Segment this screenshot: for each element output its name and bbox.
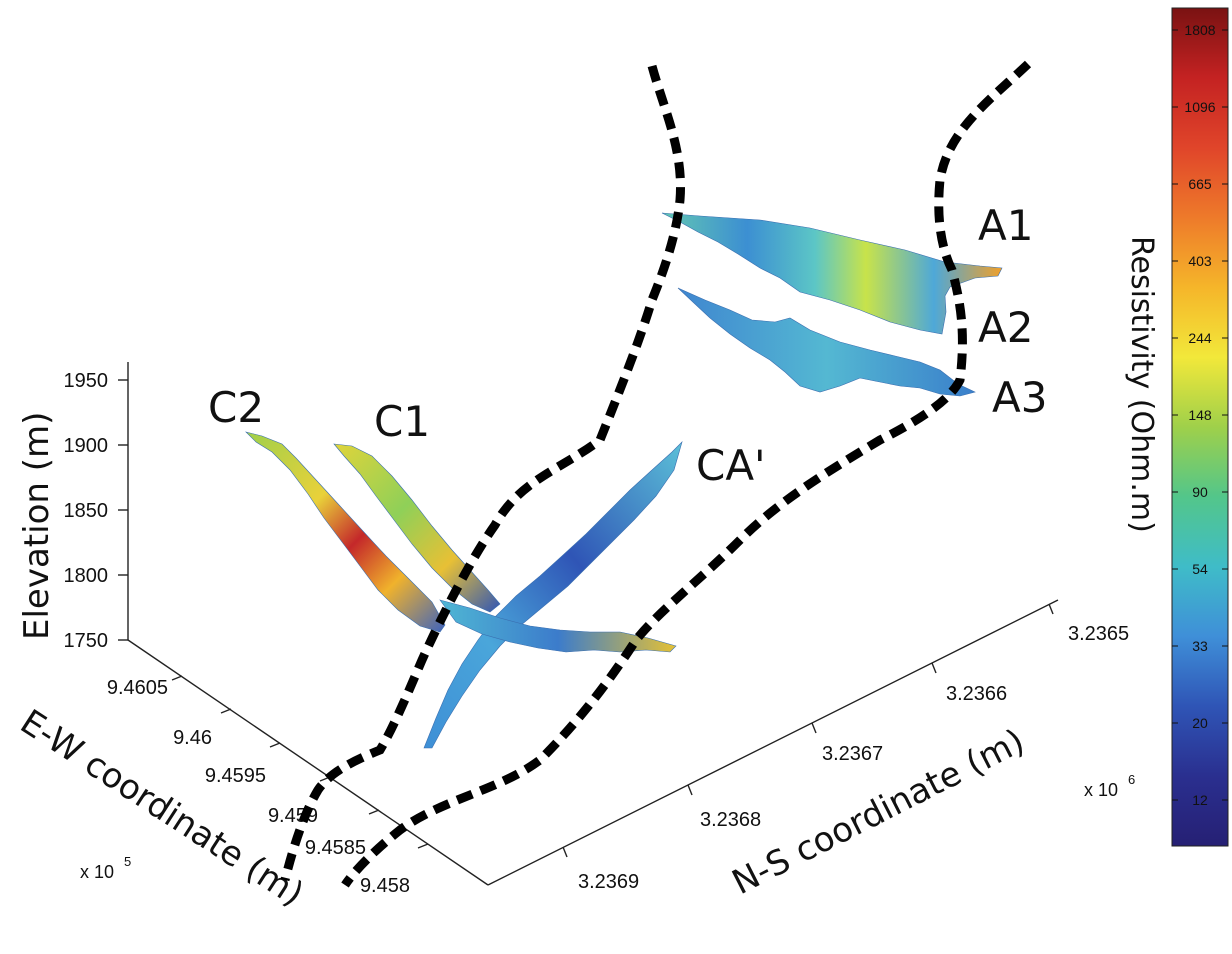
z-tick-label: 1800 — [64, 565, 109, 587]
y-exponent-power: 6 — [1128, 772, 1135, 787]
section-c2 — [245, 431, 446, 633]
section-a1 — [661, 212, 1003, 335]
section-c1 — [333, 443, 501, 613]
colorbar-ticks: 1808 1096 665 403 244 148 90 54 33 20 12 — [1172, 22, 1228, 808]
y-tick-label: 3.2368 — [700, 809, 761, 831]
x-tick-label: 9.46 — [173, 727, 212, 749]
y-axis-line — [487, 599, 1059, 886]
x-tick-mark — [269, 742, 281, 748]
label-a1: A1 — [978, 201, 1033, 250]
colorbar-tick-label: 1096 — [1184, 99, 1215, 115]
y-tick-mark — [687, 784, 693, 796]
x-exponent-power: 5 — [124, 854, 131, 869]
trail-west — [280, 64, 686, 882]
y-tick-mark — [562, 846, 568, 858]
section-ca — [423, 440, 683, 749]
x-tick-mark — [417, 843, 429, 849]
colorbar-tick-label: 33 — [1192, 638, 1208, 654]
y-exponent: x 10 6 — [1084, 772, 1135, 800]
z-axis-label: Elevation (m) — [17, 412, 57, 640]
x-tick-mark — [171, 675, 183, 681]
y-tick-label: 3.2367 — [822, 743, 883, 765]
colorbar-tick-label: 54 — [1192, 561, 1208, 577]
colorbar-tick-label: 90 — [1192, 484, 1208, 500]
trails — [280, 60, 1032, 888]
y-tick-label: 3.2365 — [1068, 623, 1129, 645]
z-tick-label: 1950 — [64, 370, 109, 392]
trail-east — [341, 60, 1032, 888]
x-tick-label: 9.458 — [360, 875, 410, 897]
colorbar-tick-label: 244 — [1188, 330, 1212, 346]
x-tick-mark — [368, 809, 380, 815]
colorbar-tick-label: 20 — [1192, 715, 1208, 731]
x-exponent-base: x 10 — [80, 862, 114, 882]
colorbar-tick-label: 148 — [1188, 407, 1212, 423]
section-ca-lower — [439, 599, 677, 653]
colorbar-tick-label: 665 — [1188, 176, 1212, 192]
colorbar: 1808 1096 665 403 244 148 90 54 33 20 12 Resistivi… — [1124, 7, 1229, 847]
x-tick-mark — [220, 708, 232, 714]
label-ca: CA' — [696, 441, 766, 490]
z-tick-label: 1900 — [64, 435, 109, 457]
label-c2: C2 — [208, 383, 264, 432]
colorbar-bar — [1171, 7, 1229, 847]
sections — [245, 212, 1003, 749]
z-tick-label: 1850 — [64, 500, 109, 522]
colorbar-tick-label: 1808 — [1184, 22, 1215, 38]
z-tick-label: 1750 — [64, 630, 109, 652]
y-tick-mark — [931, 662, 937, 674]
x-tick-label: 9.4605 — [107, 677, 168, 699]
label-a2: A2 — [978, 303, 1033, 352]
x-exponent: x 10 5 — [80, 854, 131, 882]
label-a3: A3 — [992, 373, 1047, 422]
y-tick-label: 3.2366 — [946, 683, 1007, 705]
x-tick-label: 9.4585 — [305, 837, 366, 859]
y-tick-mark — [1048, 603, 1054, 615]
y-ticks: 3.2365 3.2366 3.2367 3.2368 3.2369 — [562, 603, 1129, 893]
y-tick-label: 3.2369 — [578, 871, 639, 893]
colorbar-label: Resistivity (Ohm.m) — [1124, 236, 1159, 533]
y-tick-mark — [811, 722, 817, 734]
section-labels: A1 A2 A3 C2 C1 CA' — [208, 201, 1047, 490]
colorbar-tick-label: 403 — [1188, 253, 1212, 269]
colorbar-tick-label: 12 — [1192, 792, 1208, 808]
z-ticks: 1950 1900 1850 1800 1750 — [64, 370, 128, 652]
x-tick-label: 9.4595 — [205, 765, 266, 787]
y-exponent-base: x 10 — [1084, 780, 1118, 800]
label-c1: C1 — [374, 397, 430, 446]
section-a2 — [677, 287, 976, 397]
